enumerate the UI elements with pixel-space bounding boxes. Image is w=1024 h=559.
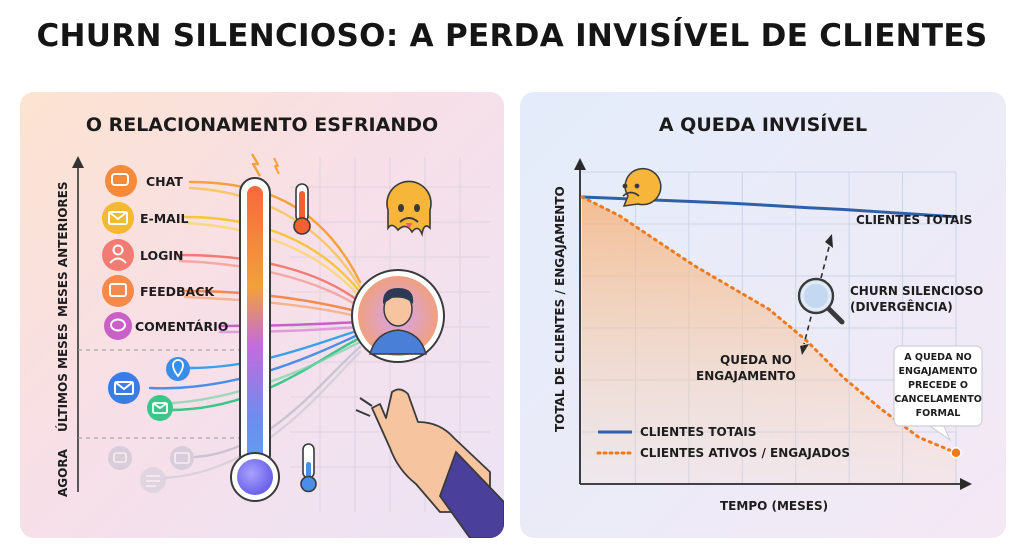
relationship-panel-title: O RELACIONAMENTO ESFRIANDO — [85, 114, 439, 136]
cold-thermometer-icon — [300, 443, 317, 493]
channel-label-chat: CHAT — [146, 174, 183, 189]
location-icon — [172, 359, 184, 378]
recent-location — [166, 357, 190, 381]
channel-comment: COMENTÁRIO — [104, 312, 228, 340]
sad-face-icon — [622, 167, 662, 207]
channel-feedback: FEEDBACK — [102, 275, 215, 307]
email-icon — [152, 402, 168, 414]
email-icon — [174, 452, 190, 464]
engagement-gap-area — [582, 196, 956, 484]
axis-arrow-icon — [72, 156, 84, 168]
user-icon — [112, 244, 124, 256]
email-icon — [108, 211, 128, 225]
channel-label-login: LOGIN — [140, 248, 184, 263]
melting-face-icon — [386, 180, 432, 237]
channel-label-email: E-MAIL — [140, 211, 188, 226]
callout-line: A QUEDA NO — [904, 352, 972, 363]
hot-thermometer-icon — [293, 183, 311, 235]
churn-label-line-1: CHURN SILENCIOSO — [850, 284, 983, 298]
interaction-flows — [148, 180, 362, 480]
chart-legend: CLIENTES TOTAIS CLIENTES ATIVOS / ENGAJA… — [596, 425, 850, 460]
series-end-point — [950, 447, 962, 459]
channel-email: E-MAIL — [102, 202, 188, 234]
relationship-thermometer — [230, 153, 280, 502]
relationship-panel: O RELACIONAMENTO ESFRIANDO — [20, 92, 504, 538]
pointing-hand-icon — [355, 388, 504, 538]
email-icon — [114, 381, 134, 395]
feedback-icon — [109, 283, 127, 297]
legend-label-total: CLIENTES TOTAIS — [640, 425, 756, 439]
chat-icon — [113, 452, 127, 463]
channel-label-feedback: FEEDBACK — [140, 284, 215, 299]
legend-label-engaged: CLIENTES ATIVOS / ENGAJADOS — [640, 446, 850, 460]
magnifier-icon — [797, 277, 845, 325]
drop-label-line-2: ENGAJAMENTO — [696, 369, 796, 383]
callout-line: CANCELAMENTO — [894, 394, 982, 405]
total-line-annotation: CLIENTES TOTAIS — [856, 213, 972, 227]
callout-line: ENGAJAMENTO — [899, 366, 978, 377]
invisible-drop-panel-title: A QUEDA INVISÍVEL — [658, 114, 868, 136]
channel-label-comment: COMENTÁRIO — [135, 319, 228, 334]
section-label-previous: MESES ANTERIORES — [56, 182, 70, 318]
callout-line: FORMAL — [916, 408, 961, 419]
relationship-illustration: MESES ANTERIORES ÚLTIMOS MESES AGORA — [55, 153, 504, 538]
section-label-now: AGORA — [56, 448, 70, 497]
section-label-recent: ÚLTIMOS MESES — [55, 323, 70, 432]
churn-label-line-2: (DIVERGÊNCIA) — [850, 299, 953, 314]
callout-box: A QUEDA NO ENGAJAMENTO PRECEDE O CANCELA… — [893, 345, 983, 442]
chat-icon — [111, 173, 129, 186]
divergence-arrow — [800, 234, 833, 355]
channel-login: LOGIN — [102, 239, 184, 271]
y-axis-label: TOTAL DE CLIENTES / ENGAJAMENTO — [553, 186, 567, 432]
churn-line-chart: TOTAL DE CLIENTES / ENGAJAMENTO TEMPO (M… — [553, 158, 983, 513]
spark-icon — [250, 153, 262, 177]
comment-icon — [110, 318, 126, 332]
recent-email-2 — [147, 395, 173, 421]
fading-icons — [108, 446, 194, 493]
x-axis-label: TEMPO (MESES) — [720, 499, 828, 513]
y-axis-arrow-icon — [574, 158, 586, 170]
page-title: CHURN SILENCIOSO: A PERDA INVISÍVEL DE C… — [36, 18, 988, 54]
chart-axes — [574, 158, 972, 490]
channel-chat: CHAT — [105, 165, 183, 197]
callout-line: PRECEDE O — [908, 380, 968, 391]
customer-avatar — [351, 269, 445, 363]
invisible-drop-panel: A QUEDA INVISÍVEL TOTAL DE CLIENTES / EN… — [520, 92, 1006, 538]
x-axis-arrow-icon — [960, 478, 972, 490]
drop-label-line-1: QUEDA NO — [720, 353, 792, 367]
recent-email — [108, 372, 140, 404]
